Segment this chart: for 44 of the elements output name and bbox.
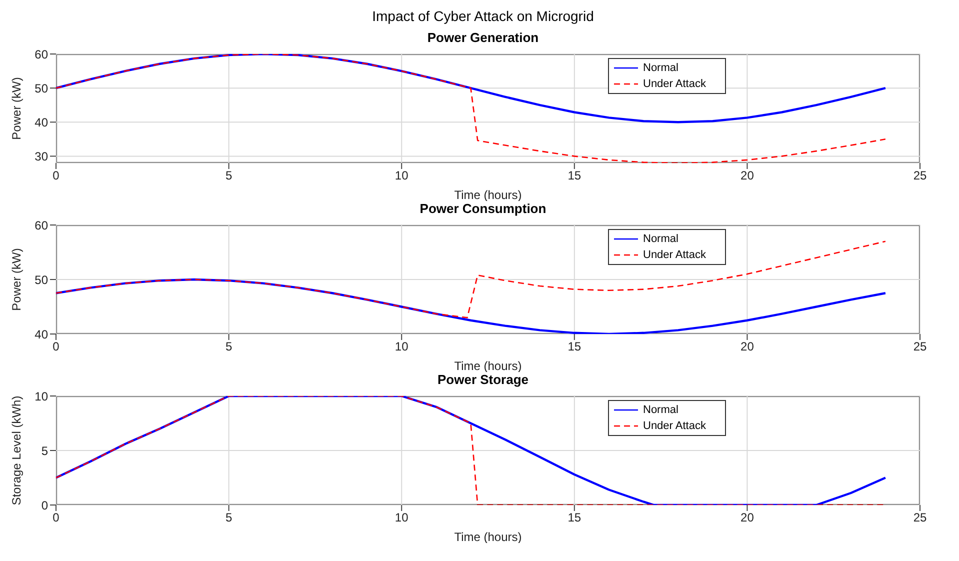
x-tick-label: 15	[568, 510, 582, 525]
x-tick-label: 5	[225, 168, 232, 183]
x-tick-label: 15	[568, 168, 582, 183]
x-tick-label: 20	[740, 340, 754, 354]
x-tick-label: 0	[52, 510, 60, 525]
x-tick-label: 25	[913, 340, 927, 354]
y-tick-label: 40	[34, 115, 48, 130]
x-tick-label: 0	[52, 340, 60, 354]
y-tick-label: 40	[34, 327, 48, 342]
legend-label: Normal	[643, 62, 678, 74]
x-tick-label: 5	[225, 340, 232, 354]
chart-title: Power Generation	[426, 30, 540, 46]
x-tick-label: 0	[52, 168, 60, 183]
y-tick-label: 50	[34, 81, 48, 96]
x-tick-label: 25	[913, 168, 927, 183]
line-series	[56, 278, 887, 334]
legend-label: Under Attack	[643, 78, 706, 90]
x-tick-label: 25	[913, 510, 927, 525]
y-axis-title: Power (kW)	[9, 77, 24, 140]
x-tick-label: 5	[225, 510, 232, 525]
legend-label: Under Attack	[643, 420, 706, 432]
y-axis-title: Power (kW)	[9, 248, 24, 311]
x-tick-label: 15	[568, 340, 582, 354]
y-tick-label: 30	[34, 149, 48, 164]
legend-label: Normal	[643, 233, 678, 245]
y-tick-label: 60	[34, 218, 48, 232]
text: Impact of Cyber Attack on Microgrid	[371, 8, 595, 26]
legend-label: Under Attack	[643, 249, 706, 261]
y-axis-title: Storage Level (kWh)	[9, 396, 24, 506]
y-tick-label: 50	[34, 272, 48, 287]
x-tick-label: 10	[394, 168, 409, 183]
x-tick-label: 10	[394, 340, 409, 354]
x-tick-label: 20	[740, 168, 754, 183]
line-series	[56, 54, 887, 124]
y-tick-label: 0	[41, 498, 48, 512]
legend-label: Normal	[643, 404, 678, 416]
x-tick-label: 10	[394, 510, 409, 525]
y-tick-label: 60	[34, 47, 48, 62]
line-series	[56, 240, 886, 318]
chart-title: Power Storage	[436, 372, 530, 388]
y-tick-label: 10	[34, 389, 48, 404]
y-tick-label: 5	[41, 444, 48, 458]
chart-title: Power Consumption	[418, 201, 548, 217]
x-tick-label: 20	[740, 510, 754, 525]
